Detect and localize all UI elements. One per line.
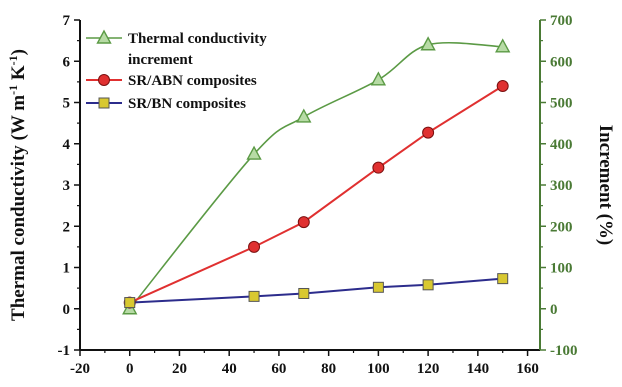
left-y-tick-label: 1 <box>63 261 71 277</box>
legend-marker-increment <box>96 29 112 44</box>
data-point-sr-abn <box>297 216 310 229</box>
legend-label-sr-bn: SR/BN composites <box>128 96 246 112</box>
left-y-tick-label: 6 <box>63 54 71 70</box>
right-y-axis-title: Increment (%) <box>595 125 616 245</box>
axes-group: -20 0 20 40 60 80 100 120 140 160 -1 0 1 2 3 4 5 6 7 -100 0 1… <box>6 13 616 377</box>
x-tick-label: 20 <box>172 361 187 377</box>
data-point-sr-abn <box>248 240 261 253</box>
data-point-sr-bn <box>298 287 310 299</box>
series-markers-group <box>122 36 511 315</box>
legend: Thermal conductivity increment SR/ABN comp… <box>86 29 267 112</box>
right-y-tick-label: 0 <box>550 302 558 318</box>
data-point-sr-bn <box>248 290 260 302</box>
right-y-tick-label: -100 <box>550 343 578 359</box>
right-y-tick-label: 400 <box>550 137 573 153</box>
right-y-tick-label: 200 <box>550 219 573 235</box>
x-tick-label: 0 <box>126 361 134 377</box>
data-point-increment <box>246 145 262 160</box>
left-y-tick-label: 3 <box>63 178 71 194</box>
legend-label-increment: increment <box>128 52 193 68</box>
x-tick-label: -20 <box>70 361 90 377</box>
data-point-increment <box>420 36 436 51</box>
series-line-sr-abn <box>129 85 504 304</box>
data-point-sr-bn <box>124 297 136 309</box>
legend-marker-sr-bn <box>98 97 110 109</box>
right-y-tick-label: 500 <box>550 96 573 112</box>
x-tick-label: 80 <box>321 361 336 377</box>
data-point-increment <box>370 71 387 86</box>
x-tick-label: 160 <box>516 361 539 377</box>
x-tick-label: 120 <box>417 361 440 377</box>
x-tick-label: 40 <box>222 361 237 377</box>
right-y-tick-label: 700 <box>550 13 573 29</box>
data-point-sr-bn <box>497 273 509 285</box>
left-y-tick-label: 0 <box>63 302 71 318</box>
left-y-tick-label: 7 <box>63 13 71 29</box>
series-line-sr-bn <box>129 277 503 304</box>
legend-marker-sr-abn <box>98 74 110 86</box>
left-y-axis-title: Thermal conductivity (W m-1 K-1) <box>6 49 29 321</box>
left-y-tick-label: 5 <box>63 96 71 112</box>
data-point-sr-bn <box>422 279 434 291</box>
x-tick-label: 140 <box>467 361 490 377</box>
data-point-sr-abn <box>372 161 385 174</box>
data-point-increment <box>296 108 312 123</box>
data-point-sr-abn <box>422 126 435 139</box>
right-y-tick-label: 300 <box>550 178 573 194</box>
left-y-tick-label: 4 <box>63 137 71 153</box>
right-y-tick-label: 600 <box>550 54 573 70</box>
left-y-tick-label: -1 <box>58 343 71 359</box>
x-tick-label: 60 <box>271 361 286 377</box>
x-tick-label: 100 <box>367 361 390 377</box>
right-y-tick-label: 100 <box>550 261 573 277</box>
data-point-sr-abn <box>496 80 509 92</box>
legend-label-increment: Thermal conductivity <box>128 31 267 47</box>
left-y-tick-label: 2 <box>63 219 71 235</box>
data-point-sr-bn <box>372 281 384 293</box>
legend-label-sr-abn: SR/ABN composites <box>128 73 257 89</box>
data-point-increment <box>495 38 511 53</box>
